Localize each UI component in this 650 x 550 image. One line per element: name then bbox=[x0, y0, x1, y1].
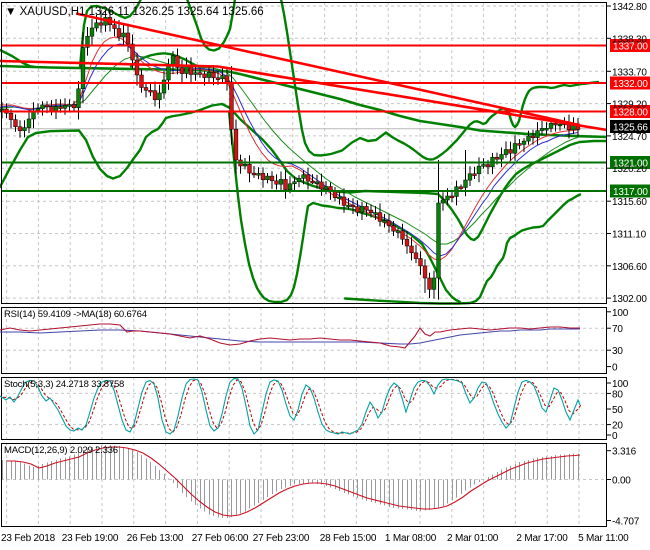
svg-text:1342.80: 1342.80 bbox=[612, 2, 647, 13]
svg-text:0.00: 0.00 bbox=[612, 476, 631, 487]
svg-text:Stoch(5,3,3) 24.2718 33.8758: Stoch(5,3,3) 24.2718 33.8758 bbox=[4, 379, 124, 390]
svg-text:3.316: 3.316 bbox=[612, 447, 637, 458]
svg-text:1302.00: 1302.00 bbox=[612, 294, 647, 305]
svg-text:1311.10: 1311.10 bbox=[612, 230, 647, 241]
svg-text:1324.70: 1324.70 bbox=[612, 132, 647, 143]
svg-text:100: 100 bbox=[612, 308, 629, 319]
svg-text:2 Mar 01:00: 2 Mar 01:00 bbox=[447, 533, 499, 544]
svg-text:1315.60: 1315.60 bbox=[612, 197, 647, 208]
svg-text:5 Mar 11:00: 5 Mar 11:00 bbox=[578, 533, 629, 544]
svg-text:1320.20: 1320.20 bbox=[612, 164, 647, 175]
svg-text:1317.00: 1317.00 bbox=[613, 187, 648, 198]
svg-text:23 Feb 2018: 23 Feb 2018 bbox=[1, 533, 56, 544]
svg-text:1 Mar 08:00: 1 Mar 08:00 bbox=[385, 533, 437, 544]
svg-text:27 Feb 06:00: 27 Feb 06:00 bbox=[192, 533, 249, 544]
svg-text:100: 100 bbox=[612, 379, 629, 390]
svg-text:27 Feb 23:00: 27 Feb 23:00 bbox=[253, 533, 310, 544]
svg-text:1328.00: 1328.00 bbox=[613, 107, 648, 118]
svg-text:1329.20: 1329.20 bbox=[612, 100, 647, 111]
svg-text:50: 50 bbox=[612, 405, 623, 416]
svg-text:30: 30 bbox=[612, 346, 623, 357]
svg-text:1332.00: 1332.00 bbox=[613, 79, 648, 90]
svg-text:1306.60: 1306.60 bbox=[612, 262, 647, 273]
svg-text:80: 80 bbox=[612, 389, 623, 400]
svg-text:2 Mar 17:00: 2 Mar 17:00 bbox=[516, 533, 568, 544]
svg-text:26 Feb 13:00: 26 Feb 13:00 bbox=[127, 533, 184, 544]
svg-text:23 Feb 19:00: 23 Feb 19:00 bbox=[62, 533, 119, 544]
svg-text:70: 70 bbox=[612, 324, 623, 335]
svg-text:1337.00: 1337.00 bbox=[613, 41, 648, 52]
svg-text:1333.70: 1333.70 bbox=[612, 67, 647, 78]
svg-text:MACD(12,26,9) 2.029 2.336: MACD(12,26,9) 2.029 2.336 bbox=[4, 445, 118, 456]
svg-text:-4.707: -4.707 bbox=[612, 516, 640, 527]
svg-text:1338.30: 1338.30 bbox=[612, 34, 647, 45]
svg-text:0: 0 bbox=[612, 431, 618, 442]
svg-text:0: 0 bbox=[612, 363, 618, 374]
svg-text:1325.66: 1325.66 bbox=[613, 122, 648, 133]
svg-text:1321.00: 1321.00 bbox=[613, 158, 648, 169]
svg-text:▼ XAUUSD,H1 1326.11 1326.25 1: ▼ XAUUSD,H1 1326.11 1326.25 1325.64 1325… bbox=[5, 6, 264, 18]
svg-text:20: 20 bbox=[612, 421, 623, 432]
svg-text:28 Feb 15:00: 28 Feb 15:00 bbox=[320, 533, 377, 544]
svg-text:RSI(14) 59.4109 ->MA(18) 60.6: RSI(14) 59.4109 ->MA(18) 60.6764 bbox=[4, 309, 147, 320]
